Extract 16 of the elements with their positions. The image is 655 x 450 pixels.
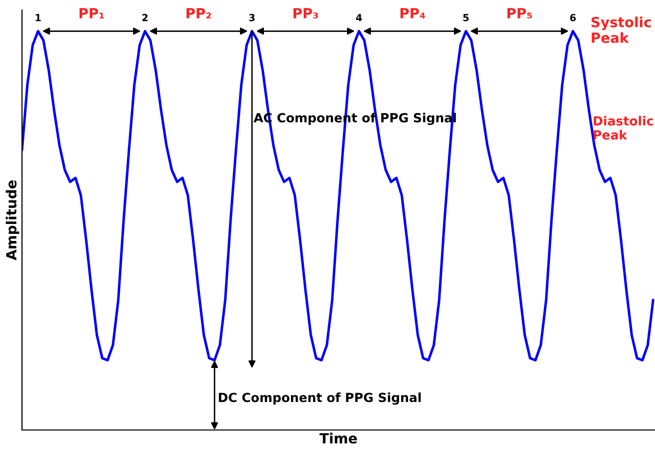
y-axis-title: Amplitude — [6, 180, 20, 260]
text: PP₁ — [80, 8, 104, 18]
annotation: Systolic Peak — [592, 16, 651, 43]
annotation: DC Component of PPG Signal — [218, 392, 421, 405]
text: 6 — [570, 14, 576, 22]
text: PP₂ — [186, 8, 211, 18]
text: PP₅ — [507, 8, 532, 18]
text: 3 — [249, 14, 255, 22]
text: 2 — [142, 14, 148, 22]
text: 5 — [463, 14, 469, 22]
text: 1 — [36, 14, 41, 22]
x-axis-title: Time — [320, 432, 357, 444]
text: PP₃ — [294, 8, 318, 18]
annotation: Diastolic Peak — [594, 116, 653, 140]
text: 4 — [356, 14, 362, 22]
text: PP₄ — [400, 8, 426, 18]
